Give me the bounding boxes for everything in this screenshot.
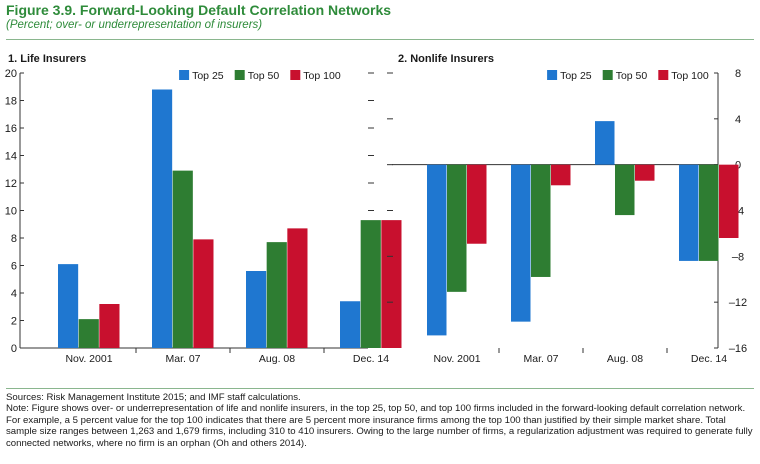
nonlife-ytick-label: –12 (729, 297, 747, 309)
life-legend-swatch (234, 70, 245, 80)
nonlife-category-label: Aug. 08 (607, 353, 643, 365)
life-ytick-label: 10 (5, 206, 17, 218)
nonlife-legend-label: Top 50 (616, 70, 648, 82)
nonlife-ytick-label: –16 (729, 343, 747, 355)
figure-title: Figure 3.9. Forward-Looking Default Corr… (6, 2, 392, 18)
life-bar (193, 239, 214, 348)
nonlife-panel-title: 2. Nonlife Insurers (398, 53, 494, 65)
life-legend-swatch (290, 70, 301, 80)
nonlife-bar (427, 164, 447, 336)
life-ytick-label: 0 (11, 343, 17, 355)
nonlife-bar (531, 164, 551, 277)
life-bar (266, 242, 287, 348)
life-panel-title: 1. Life Insurers (8, 53, 86, 65)
notes-block: Sources: Risk Management Institute 2015;… (6, 392, 754, 449)
nonlife-bar (699, 164, 719, 261)
nonlife-category-label: Mar. 07 (523, 353, 558, 365)
life-ytick-label: 14 (5, 151, 17, 163)
life-bar (78, 319, 99, 348)
nonlife-legend-swatch (547, 70, 558, 80)
life-ytick-label: 6 (11, 261, 17, 273)
life-ytick-label: 8 (11, 233, 17, 245)
nonlife-ytick-label: 4 (735, 114, 741, 126)
life-bar (58, 264, 79, 348)
nonlife-category-label: Dec. 14 (691, 353, 727, 365)
life-ytick-label: 4 (11, 288, 17, 300)
nonlife-bar (467, 164, 487, 244)
life-bar (287, 228, 308, 348)
nonlife-legend-label: Top 100 (671, 70, 709, 82)
life-legend-swatch (179, 70, 190, 80)
nonlife-bar (511, 164, 531, 322)
figure-subtitle: (Percent; over- or underrepresentation o… (6, 19, 263, 31)
nonlife-legend-swatch (658, 70, 669, 80)
nonlife-bar (719, 164, 739, 238)
life-bar (246, 271, 267, 348)
life-legend-label: Top 25 (192, 70, 224, 82)
life-bar (381, 220, 402, 348)
life-category-label: Dec. 14 (353, 353, 389, 365)
life-bar (99, 304, 120, 348)
life-bar (360, 220, 381, 348)
nonlife-bar (447, 164, 467, 292)
life-ytick-label: 16 (5, 123, 17, 135)
life-bar (172, 170, 193, 348)
life-bar (340, 301, 361, 348)
nonlife-bar (679, 164, 699, 261)
life-bar (152, 89, 173, 348)
life-category-label: Nov. 2001 (65, 353, 112, 365)
sources-text: Sources: Risk Management Institute 2015;… (6, 392, 301, 403)
nonlife-legend-swatch (602, 70, 613, 80)
nonlife-legend-label: Top 25 (560, 70, 592, 82)
note-text: Note: Figure shows over- or underreprese… (6, 403, 753, 449)
life-legend-label: Top 100 (303, 70, 341, 82)
nonlife-bar (615, 164, 635, 216)
title-divider (6, 39, 754, 40)
life-ytick-label: 2 (11, 316, 17, 328)
charts-canvas: 1. Life Insurers 0 2 4 6 8 10 12 14 16 18 20 Nov. 20… (5, 53, 747, 365)
nonlife-bar (551, 164, 571, 186)
nonlife-category-label: Nov. 2001 (433, 353, 480, 365)
life-legend-label: Top 50 (248, 70, 280, 82)
nonlife-ytick-label: 8 (735, 68, 741, 80)
life-ytick-label: 18 (5, 96, 17, 108)
nonlife-bar (595, 121, 615, 165)
nonlife-ytick-label: –8 (732, 251, 744, 263)
notes-divider (6, 388, 754, 389)
life-ytick-label: 20 (5, 68, 17, 80)
life-category-label: Aug. 08 (259, 353, 295, 365)
life-ytick-label: 12 (5, 178, 17, 190)
life-category-label: Mar. 07 (165, 353, 200, 365)
nonlife-bar (635, 164, 655, 181)
